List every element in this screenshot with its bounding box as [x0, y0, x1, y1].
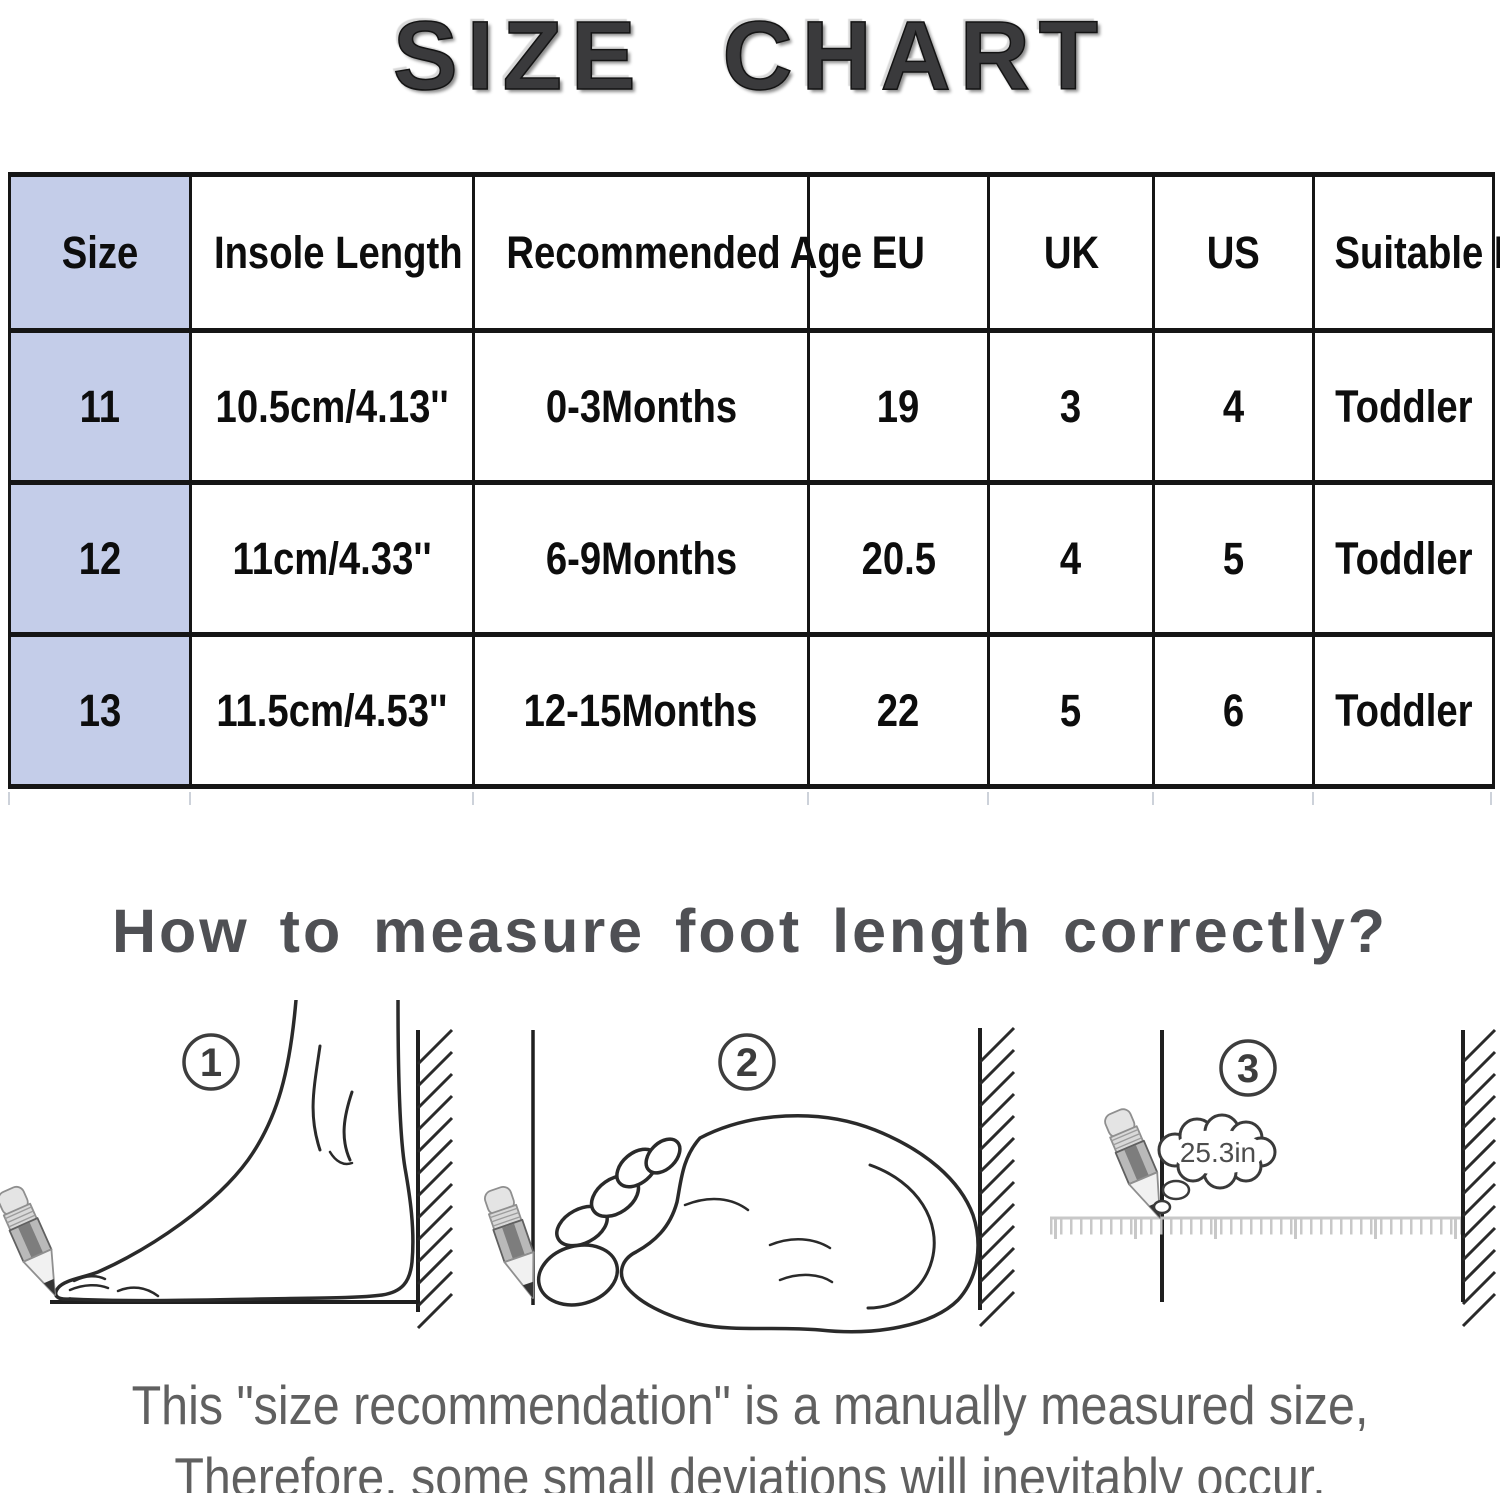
wall-hatch [1461, 1028, 1497, 1328]
table-row: 11 10.5cm/4.13'' 0-3Months 19 3 4 Toddle… [8, 328, 1495, 485]
table-cell: Toddler [1312, 328, 1495, 485]
step-badge: 2 [718, 1033, 776, 1091]
pencil-icon [0, 1182, 70, 1303]
ruler-illustration [1050, 1216, 1463, 1239]
table-header-row: Size Insole Length Recommended Age EU UK… [8, 172, 1500, 333]
foot-side-illustration [53, 1000, 415, 1303]
measure-guide-heading: How to measure foot length correctly? [111, 897, 1389, 965]
footnote-line-2: Therefore, some small deviations will in… [174, 1445, 1326, 1493]
step3-measure-diagram: 25.3in 3 [1050, 1028, 1497, 1328]
pencil-icon [480, 1183, 549, 1304]
svg-text:3: 3 [1237, 1047, 1259, 1091]
table-cell: Toddler [1312, 480, 1495, 637]
table-cell: Toddler [1312, 632, 1495, 789]
column-header-insole-length: Insole Length [189, 172, 475, 333]
column-header-us: US [1152, 172, 1315, 333]
table-cell: 19 [807, 328, 990, 485]
table-row: 13 11.5cm/4.53'' 12-15Months 22 5 6 Todd… [8, 632, 1495, 789]
table-cell: 0-3Months [472, 328, 810, 485]
table-cell: 11.5cm/4.53'' [189, 632, 475, 789]
measure-guide-diagrams: 1 [0, 1000, 1500, 1355]
svg-text:1: 1 [200, 1041, 222, 1085]
table-cell: 4 [1152, 328, 1315, 485]
table-cell: 4 [987, 480, 1155, 637]
thought-bubble: 25.3in [1152, 1113, 1277, 1215]
table-cell: 5 [1152, 480, 1315, 637]
measured-length-text: 25.3in [1180, 1137, 1256, 1168]
table-cell: 6-9Months [472, 480, 810, 637]
size-table: Size Insole Length Recommended Age EU UK… [8, 172, 1500, 789]
table-cell: 12-15Months [472, 632, 810, 789]
wall-hatch [416, 1028, 454, 1330]
table-cell: 11 [8, 328, 192, 485]
step2-foot-sole-diagram: 2 [480, 1026, 1016, 1334]
column-header-uk: UK [987, 172, 1155, 333]
column-header-suitable-for: Suitable For [1312, 172, 1500, 333]
page-title: SIZE CHART [392, 0, 1107, 111]
column-header-eu: EU [807, 172, 990, 333]
table-cell: 13 [8, 632, 192, 789]
footnote: This "size recommendation" is a manually… [90, 1366, 1410, 1493]
wall-hatch [978, 1026, 1016, 1328]
table-cell: 5 [987, 632, 1155, 789]
footnote-line-1: This "size recommendation" is a manually… [131, 1374, 1369, 1436]
step-badge: 3 [1219, 1039, 1277, 1097]
table-cell: 22 [807, 632, 990, 789]
step-badge: 1 [182, 1033, 240, 1091]
column-header-recommended-age: Recommended Age [472, 172, 862, 333]
table-cell: 20.5 [807, 480, 990, 637]
table-cell: 12 [8, 480, 192, 637]
table-row: 12 11cm/4.33'' 6-9Months 20.5 4 5 Toddle… [8, 480, 1495, 637]
table-cell: 6 [1152, 632, 1315, 789]
foot-sole-illustration [536, 1113, 980, 1334]
table-cell: 3 [987, 328, 1155, 485]
table-cell: 10.5cm/4.13'' [189, 328, 475, 485]
svg-text:2: 2 [736, 1041, 758, 1085]
table-cell: 11cm/4.33'' [189, 480, 475, 637]
column-header-size: Size [8, 172, 192, 333]
step1-foot-side-diagram: 1 [0, 1000, 454, 1330]
gridline-stubs [8, 792, 1492, 806]
